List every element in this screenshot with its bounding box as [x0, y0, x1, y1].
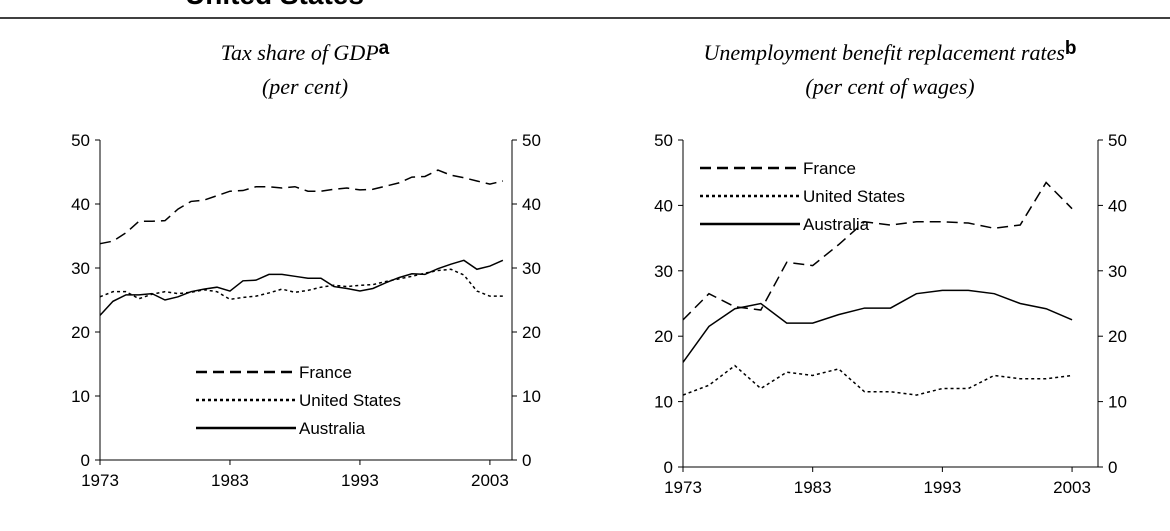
y2-tick-label: 0 [522, 451, 531, 470]
y-tick-label: 20 [71, 323, 90, 342]
y-tick-label: 0 [81, 451, 90, 470]
title-note: a [379, 38, 390, 59]
page-title: United States [185, 0, 364, 10]
x-tick-label: 1993 [341, 471, 379, 490]
series-line [682, 364, 1073, 396]
y2-tick-label: 20 [1108, 327, 1127, 346]
chart-title: Tax share of GDPa [221, 38, 390, 65]
title-text: Unemployment benefit replacement rates [703, 40, 1064, 65]
legend-label: United States [299, 391, 401, 410]
y-tick-label: 30 [654, 262, 673, 281]
y2-tick-label: 10 [522, 387, 541, 406]
title-note: b [1065, 38, 1077, 59]
y-tick-label: 40 [71, 195, 90, 214]
series-line [682, 289, 1073, 363]
chart-subtitle: (per cent of wages) [805, 74, 974, 99]
y2-tick-label: 20 [522, 323, 541, 342]
legend-label: Australia [299, 419, 366, 438]
y2-tick-label: 50 [522, 131, 541, 150]
y-tick-label: 30 [71, 259, 90, 278]
y-tick-label: 20 [654, 327, 673, 346]
legend-label: France [803, 159, 856, 178]
y2-tick-label: 40 [1108, 196, 1127, 215]
y-tick-label: 50 [71, 131, 90, 150]
x-tick-label: 1983 [794, 478, 832, 497]
x-tick-label: 1973 [664, 478, 702, 497]
series-line [99, 259, 504, 316]
y-tick-label: 50 [654, 131, 673, 150]
chart-subtitle: (per cent) [262, 74, 348, 99]
y2-tick-label: 50 [1108, 131, 1127, 150]
y2-tick-label: 0 [1108, 458, 1117, 477]
y-tick-label: 0 [664, 458, 673, 477]
chart-title: Unemployment benefit replacement ratesb [703, 38, 1076, 65]
x-tick-label: 1983 [211, 471, 249, 490]
x-tick-label: 2003 [1053, 478, 1091, 497]
y2-tick-label: 40 [522, 195, 541, 214]
x-tick-label: 2003 [471, 471, 509, 490]
legend-label: France [299, 363, 352, 382]
y2-tick-label: 30 [522, 259, 541, 278]
y-tick-label: 10 [71, 387, 90, 406]
title-text: Tax share of GDP [221, 40, 379, 65]
series-line [99, 169, 504, 245]
y2-tick-label: 30 [1108, 262, 1127, 281]
series-line [99, 268, 503, 301]
y-tick-label: 40 [654, 196, 673, 215]
y-tick-label: 10 [654, 393, 673, 412]
x-tick-label: 1973 [81, 471, 119, 490]
legend-label: Australia [803, 215, 870, 234]
series-line [682, 181, 1073, 321]
y2-tick-label: 10 [1108, 393, 1127, 412]
x-tick-label: 1993 [923, 478, 961, 497]
legend-label: United States [803, 187, 905, 206]
